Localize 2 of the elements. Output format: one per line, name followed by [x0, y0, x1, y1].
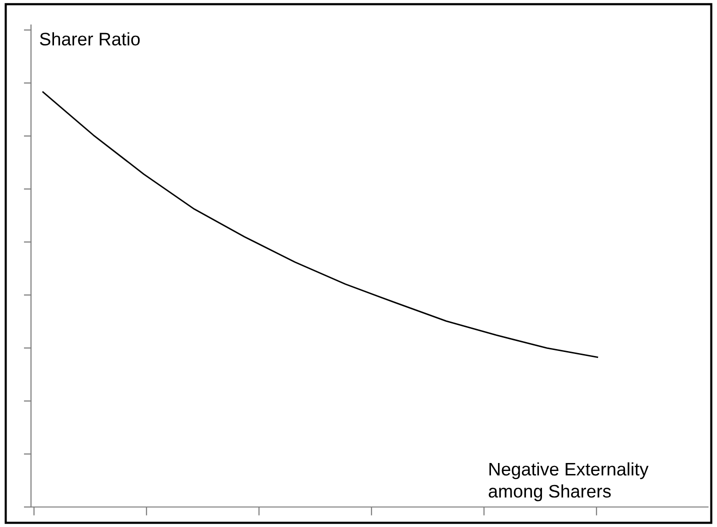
- x-axis-title: Negative Externality among Sharers: [488, 462, 649, 502]
- y-axis-title: Sharer Ratio: [40, 32, 140, 46]
